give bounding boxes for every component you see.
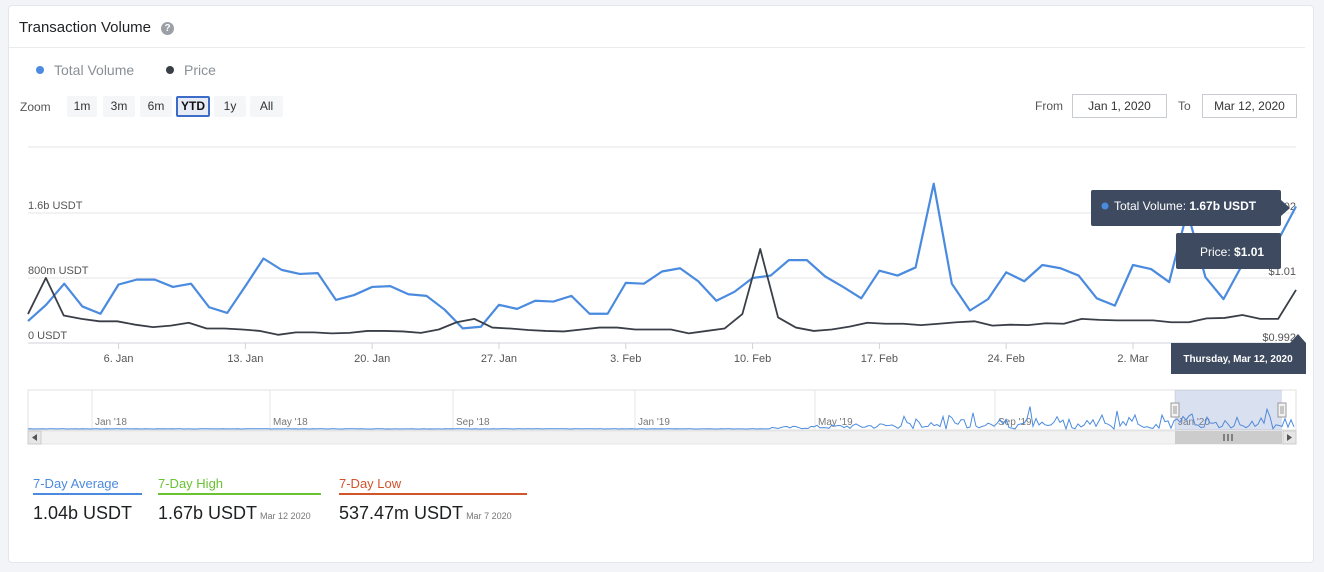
tooltip-date-text: Thursday, Mar 12, 2020 (1183, 354, 1293, 365)
stat-date: Mar 7 2020 (466, 511, 512, 521)
zoom-ytd-button[interactable]: YTD (176, 96, 210, 117)
x-tick-label: 13. Jan (227, 353, 263, 365)
x-tick-label: 27. Jan (481, 353, 517, 365)
zoom-1m-button[interactable]: 1m (67, 96, 97, 117)
question-circle-icon[interactable]: ? (161, 22, 174, 35)
legend-item-price[interactable]: Price (166, 62, 216, 78)
y-left-tick-label: 1.6b USDT (28, 200, 83, 212)
navigator-tick-label: May '19 (818, 417, 853, 428)
zoom-label: Zoom (20, 100, 51, 114)
x-tick-label: 10. Feb (734, 353, 771, 365)
x-tick-label: 6. Jan (104, 353, 134, 365)
scroll-right-arrow-icon (1287, 434, 1292, 441)
stat-7day-high: 7-Day High 1.67b USDT Mar 12 2020 (158, 476, 321, 524)
tooltip-price-text: Price: $1.01 (1200, 245, 1264, 259)
tooltip-pointer (1290, 334, 1306, 343)
zoom-1y-button[interactable]: 1y (214, 96, 246, 117)
scroll-left-arrow-icon (32, 434, 37, 441)
navigator-handle[interactable] (1277, 402, 1287, 418)
tooltip-volume-box (1091, 190, 1281, 226)
y-right-tick-label: $0.992 (1262, 332, 1296, 344)
to-date-input[interactable]: Mar 12, 2020 (1202, 94, 1297, 118)
stat-value: 1.04b USDT (33, 503, 133, 523)
navigator-tick-label: Jan '18 (95, 417, 127, 428)
legend-item-total-volume[interactable]: Total Volume (36, 62, 134, 78)
navigator-tick-label: Sep '18 (456, 417, 490, 428)
x-tick-label: 24. Feb (988, 353, 1025, 365)
from-date-input[interactable]: Jan 1, 2020 (1072, 94, 1167, 118)
navigator-tick-label: Sep '19 (998, 417, 1032, 428)
stat-date: Mar 12 2020 (260, 511, 311, 521)
tooltip-date-box (1171, 343, 1306, 374)
legend-dot-icon (166, 66, 174, 74)
x-tick-label: 20. Jan (354, 353, 390, 365)
to-label: To (1178, 99, 1191, 113)
stat-label: 7-Day Low (339, 476, 527, 495)
series-line-total-volume (27, 182, 1297, 330)
x-tick-label: 2. Mar (1117, 353, 1149, 365)
legend-dot-icon (36, 66, 44, 74)
tooltip-dot-icon (1101, 202, 1109, 210)
stat-7day-average: 7-Day Average 1.04b USDT (33, 476, 142, 524)
navigator-tick-label: Jan '19 (638, 417, 670, 428)
x-tick-label: 17. Feb (861, 353, 898, 365)
navigator-selection[interactable] (1175, 390, 1282, 430)
stat-value: 1.67b USDT (158, 503, 258, 523)
card-header: Transaction Volume ? (9, 6, 1305, 48)
tooltip-volume-text: Total Volume: 1.67b USDT (1114, 199, 1257, 213)
legend-label: Total Volume (54, 62, 135, 78)
stat-label: 7-Day Average (33, 476, 142, 495)
scrollbar-track[interactable] (27, 430, 1297, 445)
zoom-all-button[interactable]: All (250, 96, 283, 117)
y-left-tick-label: 800m USDT (28, 265, 89, 277)
navigator-handle[interactable] (1170, 402, 1180, 418)
series-line-price (27, 248, 1297, 336)
stat-7day-low: 7-Day Low 537.47m USDT Mar 7 2020 (339, 476, 527, 524)
zoom-3m-button[interactable]: 3m (103, 96, 135, 117)
stat-value: 537.47m USDT (339, 503, 464, 523)
tooltip-price-box (1176, 233, 1281, 269)
zoom-6m-button[interactable]: 6m (140, 96, 172, 117)
from-label: From (1035, 99, 1063, 113)
stat-label: 7-Day High (158, 476, 321, 495)
navigator-series-line (27, 406, 1295, 431)
navigator-tick-label: May '18 (273, 417, 308, 428)
y-left-tick-label: 0 USDT (28, 330, 67, 342)
x-tick-label: 3. Feb (610, 353, 641, 365)
legend-label: Price (184, 62, 216, 78)
card-title: Transaction Volume (19, 19, 152, 36)
tooltip-pointer (1281, 200, 1290, 216)
